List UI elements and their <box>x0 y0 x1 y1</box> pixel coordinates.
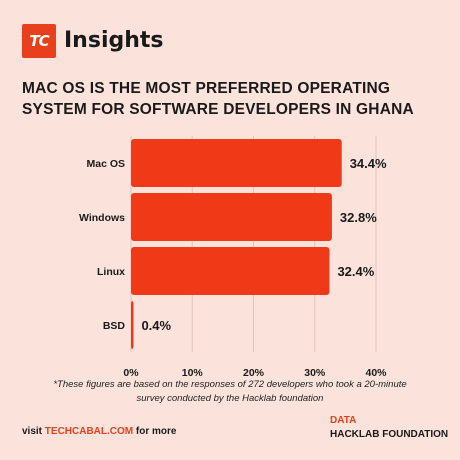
data-source: DATA HACKLAB FOUNDATION <box>330 414 448 442</box>
visit-prefix: visit <box>22 426 45 437</box>
x-tick-label: 40% <box>365 367 387 379</box>
footnote: *These figures are based on the response… <box>53 379 407 404</box>
x-tick-label: 10% <box>182 367 204 379</box>
logo-text: TC <box>29 32 49 50</box>
value-label: 34.4% <box>350 156 387 171</box>
value-label: 32.4% <box>337 264 374 279</box>
data-source-name: HACKLAB FOUNDATION <box>330 429 449 440</box>
chart-title: MAC OS IS THE MOST PREFERRED OPERATING S… <box>22 80 414 119</box>
bar-mac-os <box>131 139 342 187</box>
visit-suffix: for more <box>133 426 177 437</box>
bar-bsd <box>131 301 134 349</box>
bar-linux <box>131 247 330 295</box>
category-label: Mac OS <box>86 158 125 170</box>
data-source-label: DATA <box>330 415 357 426</box>
visit-line: visit TECHCABAL.COM for more <box>22 426 176 437</box>
value-label: 0.4% <box>141 318 171 333</box>
x-tick-label: 20% <box>243 367 265 379</box>
techcabal-link[interactable]: TECHCABAL.COM <box>44 426 134 437</box>
category-label: BSD <box>103 320 126 332</box>
brand-name: Insights <box>64 28 164 53</box>
value-label: 32.8% <box>340 210 377 225</box>
techcabal-logo: TC <box>22 24 56 58</box>
category-label: Windows <box>79 212 125 224</box>
x-tick-label: 0% <box>123 367 139 379</box>
x-tick-label: 30% <box>304 367 326 379</box>
category-label: Linux <box>97 266 125 278</box>
bar-windows <box>131 193 332 241</box>
